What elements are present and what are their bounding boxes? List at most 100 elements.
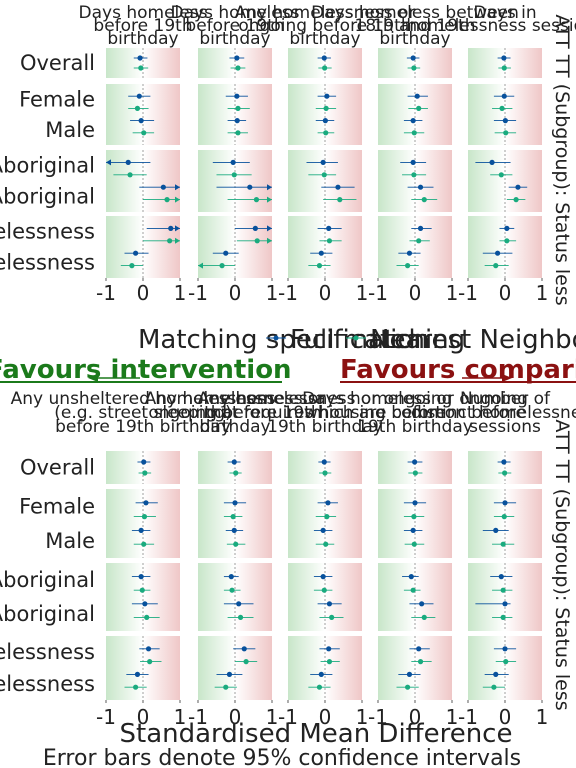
nearest-neighbour-point [229,587,235,593]
cell [106,451,180,484]
favours-intervention-arrow-icon [88,374,98,382]
nearest-neighbour-point [500,587,506,593]
full-matching-point [168,225,174,231]
column-title-line: Any unsheltered homelessness [11,389,276,409]
nearest-neighbour-point [421,197,427,203]
nearest-neighbour-point [129,263,135,269]
full-matching-point [498,574,504,580]
x-tick-label: -1 [458,705,478,729]
nearest-neighbour-point [134,105,141,111]
nearest-neighbour-point [337,197,343,203]
favours-comparison-label: Favours comparison [340,355,576,385]
column-title-line: before 19th [185,16,284,36]
full-matching-point [416,646,422,652]
nearest-neighbour-point [410,587,416,593]
full-matching-point [322,118,328,124]
row-group-1: Overall [20,451,542,484]
cell [468,489,542,558]
nearest-neighbour-point [235,130,241,136]
x-tick-label: -1 [278,705,298,729]
full-matching-point [125,159,131,165]
nearest-neighbour-point [405,684,411,690]
cell [106,84,180,145]
column-title-line: ongoing before 19th [238,16,411,36]
full-matching-point [318,250,324,256]
full-matching-point [501,55,507,61]
full-matching-point [160,184,166,190]
full-matching-point [406,250,413,256]
column-title-line: 19th birthday [267,417,383,437]
column-title-line: Any homelessness or ongoing [198,389,453,409]
full-matching-point [410,159,416,165]
cell [288,84,362,145]
full-matching-point [247,184,253,190]
column-title: Any unsheltered homelessness (e.g. street… [11,389,276,437]
nearest-neighbour-point [411,65,417,71]
row-label: Male [45,118,95,142]
row-group-3: Aboriginal Non-Aboriginal [0,563,542,631]
nearest-neighbour-point [412,470,418,476]
cell [288,451,362,484]
cell [198,563,272,631]
nearest-neighbour-point [491,684,497,690]
legend-dot-nearest-neighbour [353,335,359,341]
cell-background [288,489,362,558]
nearest-neighbour-right-arrow-icon [267,196,272,203]
row-group-4: No prior homelessness Prior homelessness [0,636,542,700]
full-matching-point [321,55,327,61]
full-matching-point [232,500,238,506]
full-matching-point [231,459,237,465]
legend-dot-full-matching [273,335,279,341]
row-group-1: Overall [20,48,542,78]
facet-side-label: ATT TT (Subgroup): Status less [551,419,573,710]
x-tick-label: 0 [319,705,332,729]
x-tick-label: 0 [137,281,150,305]
column-title-line: birthday [107,29,178,49]
row-label: Aboriginal [0,154,95,178]
cell [468,48,542,78]
full-matching-point [325,500,331,506]
column-title-line: Any homelessness or [235,3,416,23]
nearest-neighbour-point [223,684,229,690]
full-matching-point [419,601,425,607]
full-matching-right-arrow-icon [175,225,180,232]
chart-caption: Error bars denote 95% confidence interva… [43,746,521,768]
full-matching-point [223,250,229,256]
x-tick-label: -1 [278,281,298,305]
cell [378,216,452,278]
row-group-2: Female Male [19,84,542,145]
column-title-line: ongoing before 19th [148,403,321,423]
cell-background [378,489,452,558]
full-matching-point [412,459,418,465]
nearest-neighbour-point [326,659,333,665]
x-tick-label: -1 [96,705,116,729]
full-matching-point [234,118,240,124]
x-tick-label: 0 [229,281,242,305]
x-tick-label: 1 [174,281,187,305]
column-title-line: homelessness sessions [406,16,576,36]
full-matching-point [134,671,141,678]
cell-background [378,150,452,212]
cell [468,150,542,212]
row-label: Non-Aboriginal [0,185,95,209]
full-matching-point [320,159,326,165]
favours-annotations: Favours intervention Favours comparison [0,355,576,385]
row-label: Prior homelessness [0,251,95,275]
cell-background [198,489,272,558]
row-group-2: Female Male [19,489,542,558]
full-matching-point [230,159,236,165]
legend-title: Matching specification [138,325,430,355]
nearest-neighbour-point [167,238,173,244]
column-title: Days homeless before 19th birthday [79,3,208,49]
nearest-neighbour-point [498,172,504,178]
full-matching-point [138,527,144,534]
nearest-neighbour-point [416,238,422,244]
cell [378,636,452,700]
x-tick-label: 0 [499,281,512,305]
favours-comparison-arrow-icon [502,374,512,382]
full-matching-point [417,225,424,231]
cell [468,563,542,631]
